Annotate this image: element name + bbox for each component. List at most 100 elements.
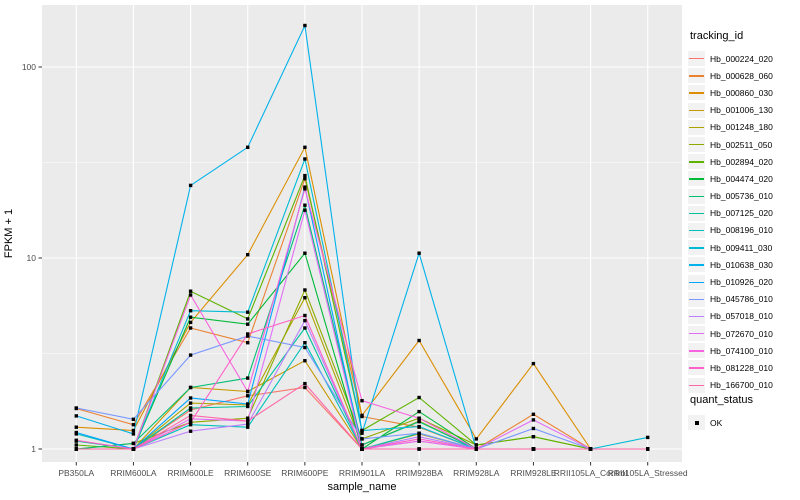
legend-key-line-icon — [688, 119, 705, 135]
data-point — [188, 423, 193, 427]
data-point — [188, 401, 193, 405]
data-point — [131, 432, 136, 436]
data-point — [131, 447, 136, 451]
x-tick-label: RRIM600PE — [281, 468, 329, 478]
legend-key-line-icon — [688, 188, 705, 204]
data-point — [417, 439, 421, 443]
data-point — [360, 399, 364, 403]
data-point — [74, 414, 78, 418]
data-point — [188, 326, 193, 330]
data-point — [303, 187, 307, 191]
data-point — [131, 441, 136, 446]
data-point — [188, 413, 193, 418]
legend-entry-Hb_057018_010: Hb_057018_010 — [688, 308, 800, 325]
data-point — [303, 145, 307, 149]
legend-key-line-icon — [688, 274, 705, 290]
legend-entry-Hb_005736_010: Hb_005736_010 — [688, 188, 800, 205]
data-point — [303, 177, 307, 181]
data-point — [246, 422, 250, 426]
data-point — [417, 409, 421, 414]
data-point — [360, 428, 364, 433]
data-point — [588, 447, 593, 451]
legend-title: tracking_id — [690, 30, 744, 42]
legend-entry-label: Hb_081228_010 — [710, 362, 773, 373]
data-point — [74, 430, 78, 435]
y-tick-label: 10 — [27, 253, 37, 263]
x-tick-label: RRII105LA_Control — [554, 468, 628, 478]
legend-key-line-icon — [688, 68, 705, 84]
legend-entry-label: Hb_072670_010 — [710, 328, 773, 339]
legend-entry-Hb_004474_020: Hb_004474_020 — [688, 170, 800, 187]
legend-entry-Hb_166700_010: Hb_166700_010 — [688, 377, 800, 394]
data-point — [246, 419, 250, 423]
legend-entry-label: Hb_001248_180 — [710, 122, 773, 133]
data-point — [417, 251, 421, 255]
data-point — [303, 251, 307, 255]
data-point — [303, 208, 307, 212]
data-point — [246, 317, 250, 321]
x-tick-label: RRIM600LA — [110, 468, 157, 478]
data-point — [74, 406, 78, 410]
data-point — [188, 417, 193, 421]
data-point — [360, 431, 364, 435]
data-point — [188, 289, 193, 293]
x-tick-label: RRIM901LA — [339, 468, 386, 478]
data-point — [246, 416, 250, 420]
data-point — [246, 145, 250, 149]
legend-entry-Hb_000628_060: Hb_000628_060 — [688, 67, 800, 84]
data-point — [188, 353, 193, 357]
quant-status-legend: quant_status OK — [688, 394, 800, 431]
data-point — [188, 320, 193, 325]
data-point — [246, 334, 250, 338]
x-tick-label: RRII105LA_Stressed — [608, 468, 688, 478]
legend-entry-Hb_072670_010: Hb_072670_010 — [688, 325, 800, 342]
data-point — [188, 385, 193, 390]
legend-entry-Hb_009411_030: Hb_009411_030 — [688, 239, 800, 256]
data-point — [417, 431, 421, 435]
legend-entry-label: Hb_008196_010 — [710, 225, 773, 236]
x-tick-label: RRIM600LE — [167, 468, 214, 478]
tracking-id-legend: tracking_id Hb_000224_020 Hb_000628_060 Hb… — [688, 30, 800, 394]
data-point — [188, 429, 193, 433]
data-point — [188, 293, 193, 297]
legend-key-line-icon — [688, 326, 705, 342]
data-point — [74, 438, 78, 442]
data-point — [246, 394, 250, 398]
data-point — [417, 437, 421, 441]
x-axis-title: sample_name — [327, 481, 396, 493]
legend-entry-Hb_045786_010: Hb_045786_010 — [688, 291, 800, 308]
legend-key-line-icon — [688, 360, 705, 376]
legend-entry-label: Hb_007125_020 — [710, 208, 773, 219]
legend-entry-label: Hb_010926_020 — [710, 277, 773, 288]
data-point — [188, 315, 193, 319]
data-point — [131, 417, 136, 421]
data-point — [531, 426, 536, 431]
legend-entry-Hb_001248_180: Hb_001248_180 — [688, 119, 800, 136]
data-point — [531, 435, 536, 439]
data-point — [531, 361, 536, 366]
data-point — [303, 318, 307, 323]
data-point — [246, 253, 250, 257]
legend-entry-label: Hb_000628_060 — [710, 70, 773, 81]
data-point — [360, 443, 364, 447]
data-point — [417, 435, 421, 439]
legend-entry-label: Hb_001006_130 — [710, 105, 773, 116]
x-tick-label: PB350LA — [58, 468, 94, 478]
legend-entry-label: Hb_009411_030 — [710, 242, 773, 253]
data-point — [531, 418, 536, 422]
data-point — [188, 408, 193, 412]
legend-entry-label: Hb_004474_020 — [710, 173, 773, 184]
data-point — [303, 381, 307, 386]
data-point — [246, 425, 250, 429]
data-point — [303, 157, 307, 161]
data-point — [303, 288, 307, 292]
data-point — [303, 173, 307, 178]
legend-entry-Hb_002511_050: Hb_002511_050 — [688, 136, 800, 153]
x-tick-label: RRIM928LE — [510, 468, 557, 478]
legend-entry-label: Hb_002894_020 — [710, 156, 773, 167]
data-point — [360, 447, 364, 451]
quant-legend-title: quant_status — [690, 394, 753, 406]
legend-key-line-icon — [688, 102, 705, 118]
data-point — [188, 420, 193, 424]
